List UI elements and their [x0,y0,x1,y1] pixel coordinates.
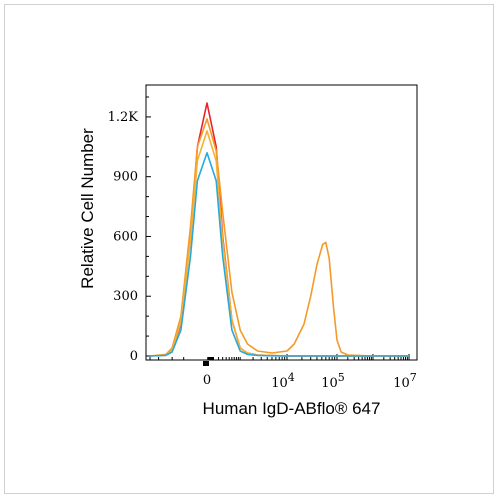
series-layer [149,102,409,357]
y-axis-label: Relative Cell Number [78,128,97,289]
y-tick-label: 600 [113,229,138,244]
y-tick-label: 1.2K [108,110,139,125]
x-zero-marker [203,361,209,366]
figure-frame [4,4,494,494]
x-axis-label: Human IgD-ABflo® 647 [203,399,381,418]
y-tick-label: 0 [130,349,138,364]
x-tick-label: 104 [271,371,295,391]
y-tick-label: 300 [113,289,138,304]
series-line-1 [149,102,409,357]
y-axis: 0 300 600 900 1.2K [108,96,151,364]
series-line-4 [149,152,409,357]
plot-area [145,84,418,361]
x-tick-label: 105 [321,371,345,391]
x-tick-label: 107 [393,371,417,391]
series-line-2 [149,118,409,357]
x-tick-label: 0 [203,373,211,388]
x-axis: 0 104 105 107 [149,354,417,391]
y-tick-label: 900 [113,170,138,185]
